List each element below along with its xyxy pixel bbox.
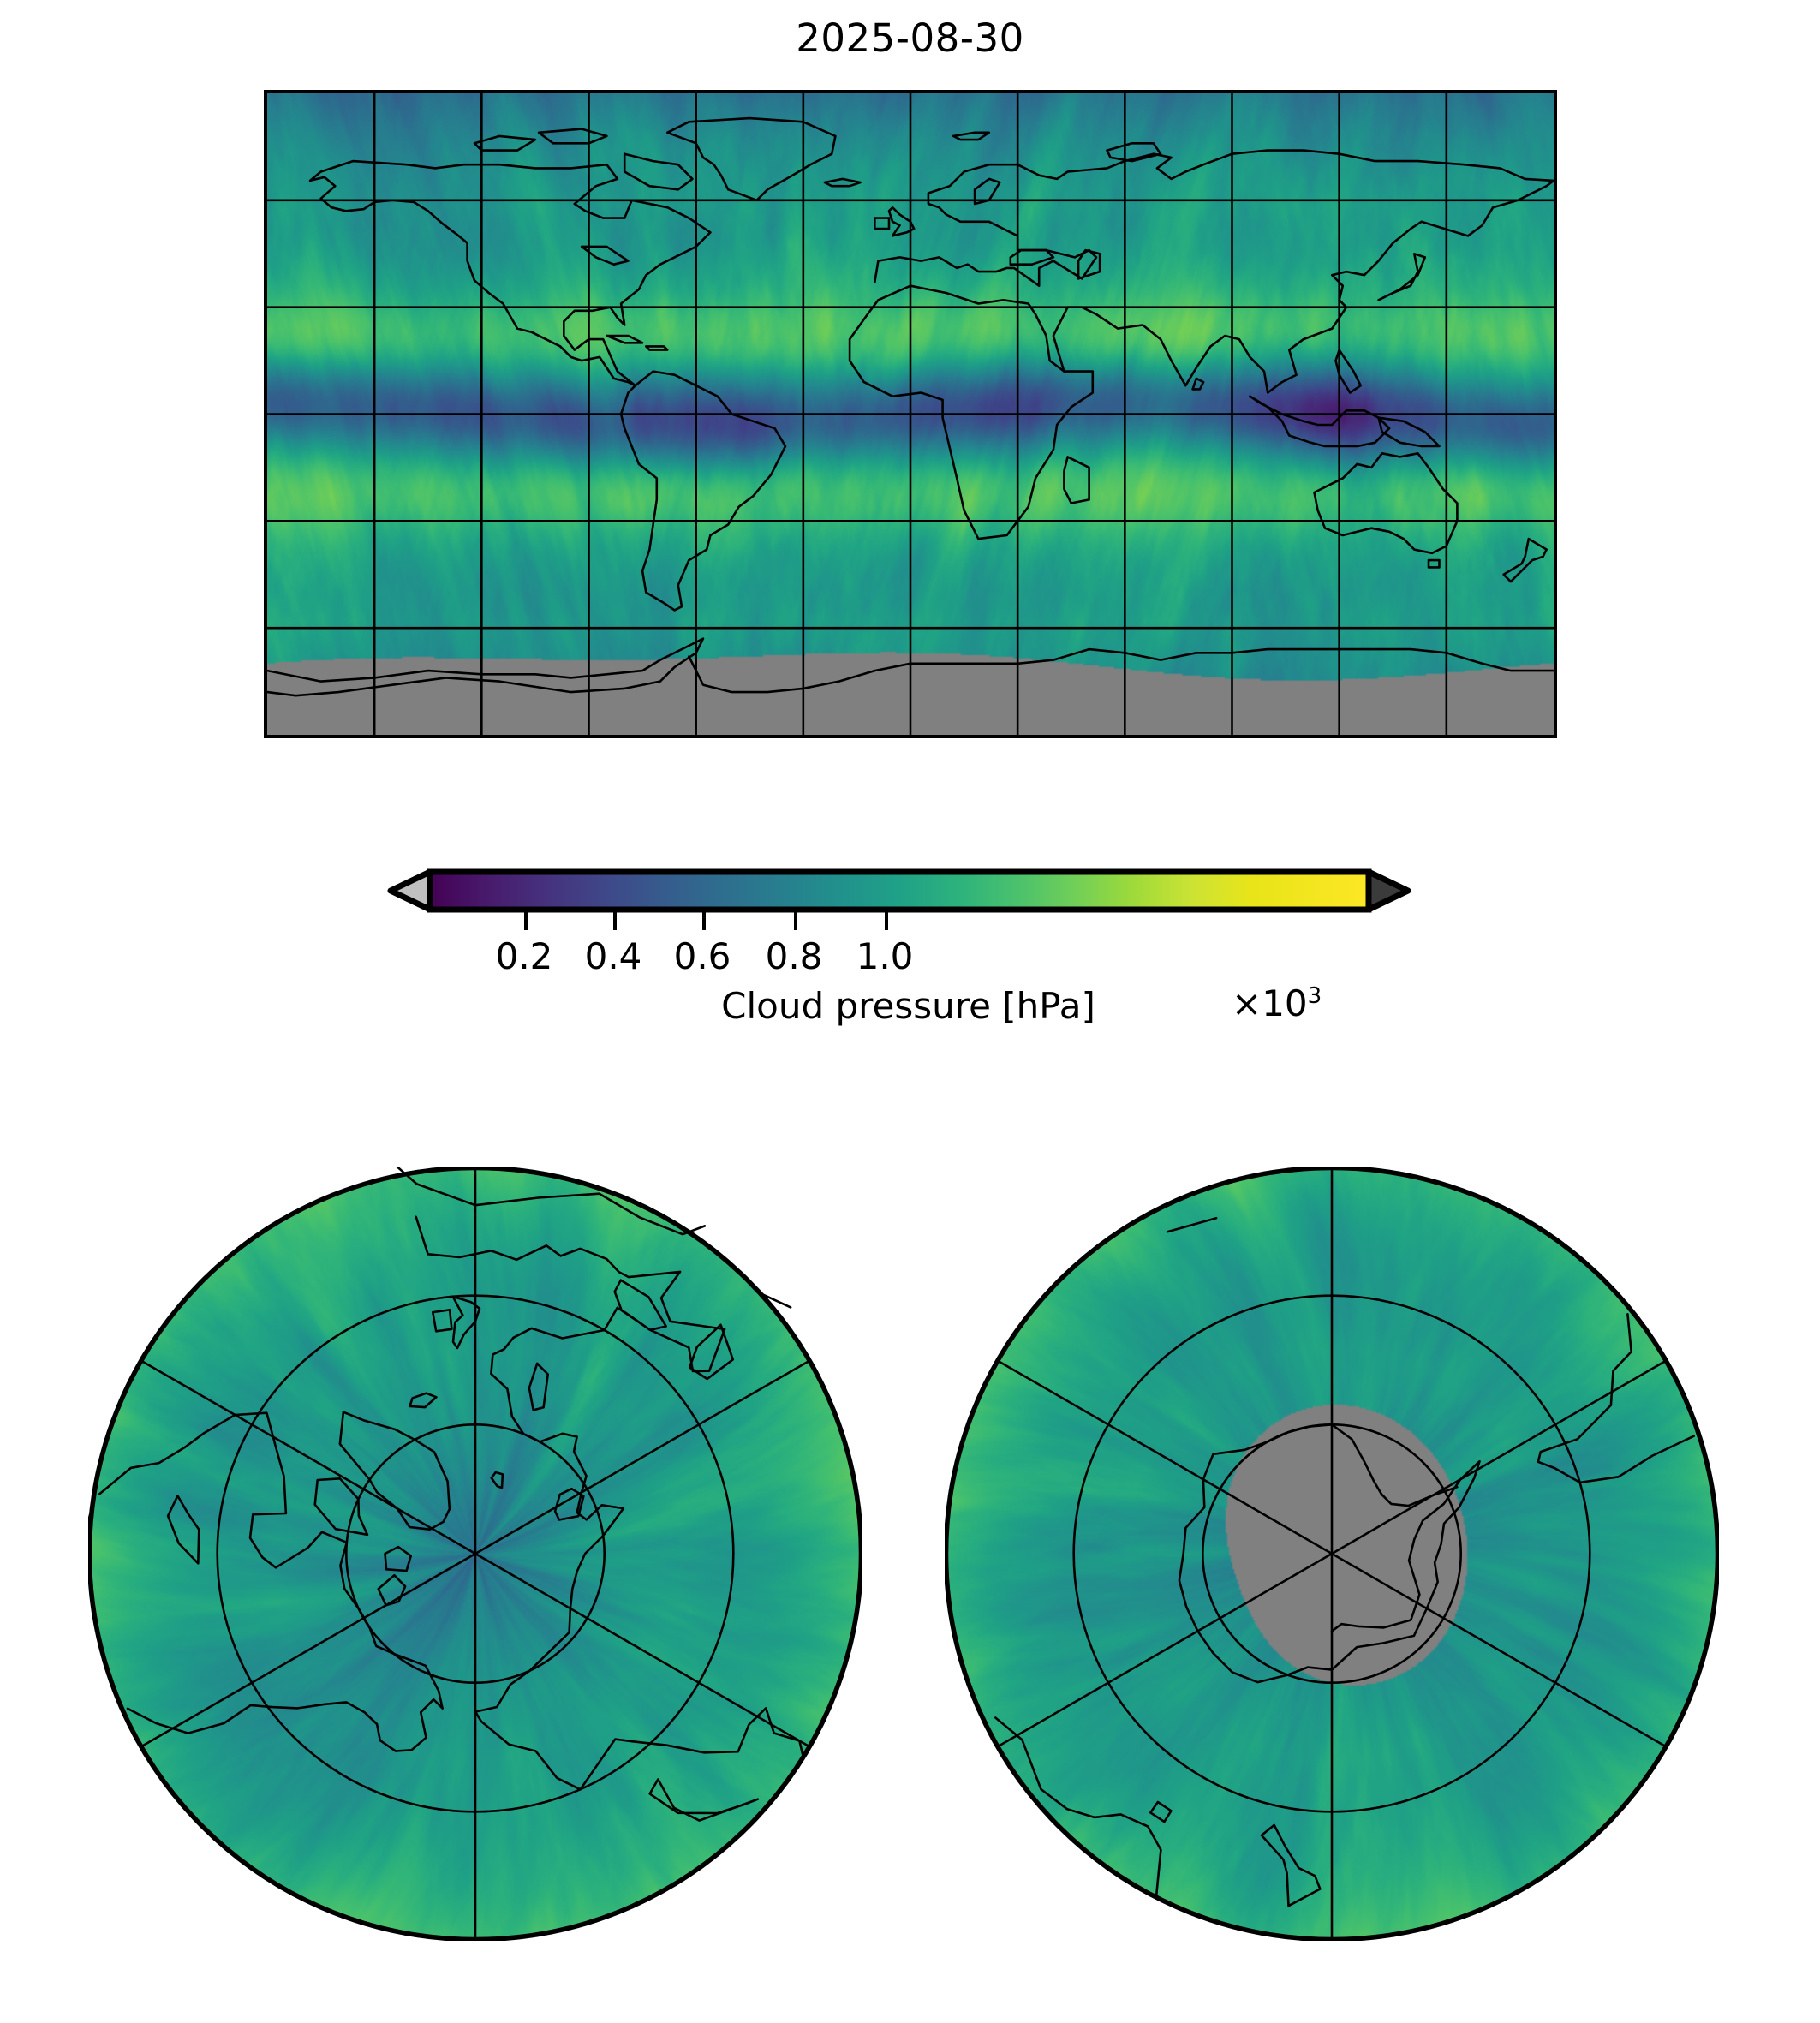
coastline-path <box>313 1477 369 1537</box>
coastline-path <box>473 134 537 152</box>
colorbar-bar <box>427 868 1372 913</box>
global-map-axes[interactable] <box>264 90 1557 738</box>
colorbar-gradient <box>387 868 1411 913</box>
coastline-path <box>490 1471 504 1489</box>
colorbar-over-arrow <box>1365 868 1411 913</box>
colorbar-tick-mark <box>613 908 617 930</box>
coastline-path <box>1149 1800 1173 1823</box>
colorbar-axes[interactable] <box>387 868 1411 913</box>
coastline-paths <box>994 1216 1695 1907</box>
coastline-path <box>994 1716 1162 1900</box>
coastline-path <box>384 1545 412 1572</box>
graticule-lines <box>945 1167 1719 1941</box>
colorbar-tick-label: 0.2 <box>495 935 553 977</box>
north-polar-overlay <box>88 1167 862 1941</box>
coastline-path <box>267 637 705 697</box>
coastline-path <box>528 1362 549 1411</box>
coastline-path <box>1178 1423 1459 1684</box>
coastline-path <box>415 1215 726 1713</box>
global-map-overlay <box>267 93 1554 735</box>
coastline-path <box>537 128 608 145</box>
colorbar-offset-text: ×103 <box>1232 981 1322 1027</box>
coastline-path <box>1106 142 1162 163</box>
graticule-lines <box>267 93 1554 735</box>
coastline-path <box>623 152 694 191</box>
colorbar-tick-label: 0.4 <box>584 935 642 977</box>
colorbar-under-arrow <box>387 868 433 913</box>
coastline-path <box>553 1487 585 1521</box>
coastline-path <box>874 149 1554 287</box>
coastline-path <box>645 345 669 351</box>
coastline-path <box>1427 558 1441 569</box>
coastline-path <box>166 1495 200 1565</box>
coastline-path <box>874 217 891 230</box>
coastline-path <box>377 1574 407 1607</box>
colorbar-tick-label: 1.0 <box>856 935 914 977</box>
coastline-path <box>848 284 1095 540</box>
coastline-path <box>395 1167 707 1236</box>
coastline-path <box>1063 456 1090 504</box>
coastline-path <box>1502 537 1548 583</box>
coastline-path <box>432 1309 453 1333</box>
coastline-path <box>308 159 712 387</box>
coastline-path <box>1260 1823 1322 1907</box>
coastline-path <box>338 1411 451 1531</box>
coastline-path <box>1077 248 1101 280</box>
coastline-path <box>1191 377 1205 391</box>
colorbar-tick-mark <box>524 908 528 930</box>
coastline-path <box>126 1698 444 1752</box>
coastline-path <box>666 116 837 202</box>
coastline-path <box>648 1778 760 1822</box>
coastline-path <box>1313 452 1459 555</box>
coastline-path <box>1377 416 1441 448</box>
coastline-path <box>1377 253 1427 301</box>
coastline-path <box>613 1279 667 1332</box>
colorbar-axis-label: Cloud pressure [hPa] <box>721 985 1095 1027</box>
south-polar-overlay <box>945 1167 1719 1941</box>
colorbar-tick-label: 0.6 <box>673 935 731 977</box>
north-polar-axes[interactable] <box>88 1167 862 1941</box>
colorbar-offset-exponent: 3 <box>1307 983 1322 1009</box>
colorbar-tick-mark <box>794 908 797 930</box>
coastline-path <box>580 245 630 266</box>
coastline-path <box>1537 1313 1695 1484</box>
colorbar-tick-mark <box>885 908 888 930</box>
coastline-path <box>98 1411 444 1710</box>
graticule-lines <box>88 1167 862 1941</box>
colorbar-tick-mark <box>702 908 706 930</box>
coastline-path <box>619 370 787 612</box>
meridian-line <box>995 1358 1668 1749</box>
colorbar-offset-mantissa: ×10 <box>1232 982 1308 1024</box>
coastline-path <box>1009 248 1055 266</box>
coastline-path <box>1334 349 1362 394</box>
page-title: 2025-08-30 <box>796 15 1024 61</box>
coastline-path <box>1167 1216 1218 1233</box>
coastline-path <box>1052 179 1554 394</box>
coastline-path <box>952 131 991 141</box>
colorbar-tick-label: 0.8 <box>765 935 823 977</box>
coastline-path <box>474 1707 805 1791</box>
coastline-path <box>823 177 862 188</box>
coastline-path <box>409 1392 438 1409</box>
coastline-path <box>688 1323 735 1381</box>
coastline-path <box>1330 1459 1481 1671</box>
south-polar-axes[interactable] <box>945 1167 1719 1941</box>
colorbar-group[interactable]: 0.2 0.4 0.6 0.8 1.0 Cloud pressure [hPa] ×10… <box>0 856 1820 1045</box>
coastline-path <box>688 647 1554 694</box>
coastline-path <box>606 334 644 344</box>
coastline-paths <box>88 1167 805 1822</box>
meridian-line <box>139 1358 812 1749</box>
coastline-path <box>1249 395 1391 448</box>
